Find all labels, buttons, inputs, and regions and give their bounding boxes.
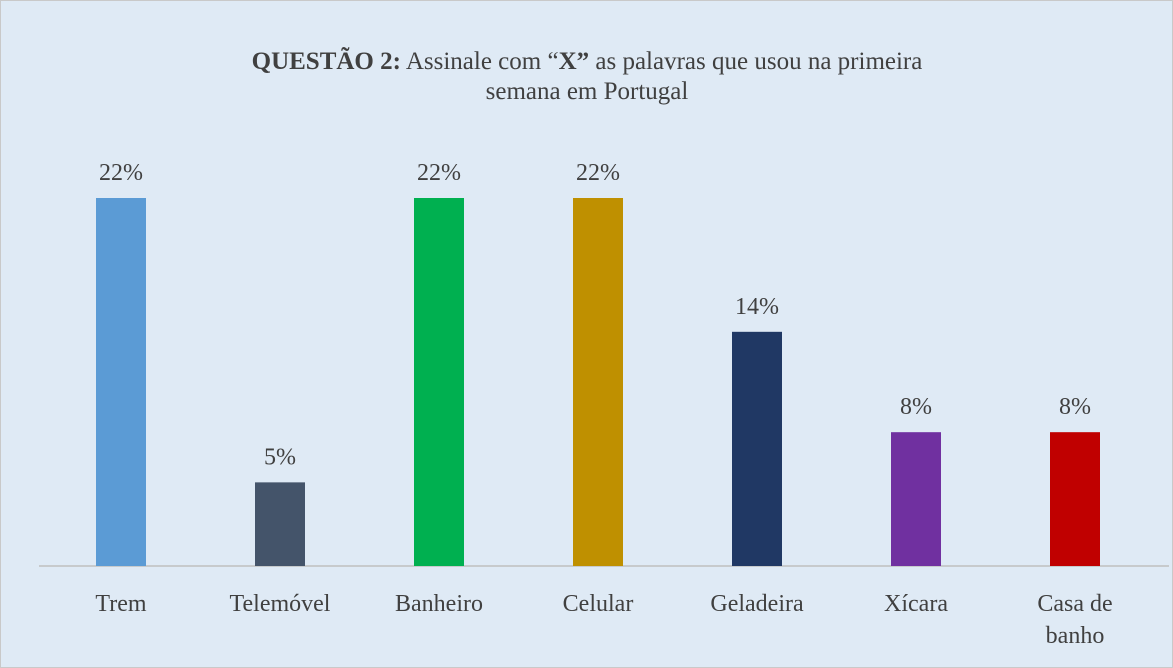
data-label: 22% xyxy=(417,160,461,186)
title-segment: QUESTÃO 2: xyxy=(252,47,401,75)
title-segment: as palavras que usou na primeira xyxy=(589,48,922,75)
bar xyxy=(414,198,464,566)
data-label: 22% xyxy=(576,160,620,186)
x-tick-label: Casa de banho xyxy=(1037,591,1113,649)
x-tick-label: Celular xyxy=(562,591,634,617)
bar xyxy=(732,331,782,566)
bar xyxy=(255,482,305,566)
bar xyxy=(96,198,146,566)
data-label: 8% xyxy=(900,394,932,420)
x-tick-label: Telemóvel xyxy=(229,591,331,617)
title-segment: Assinale com “ xyxy=(401,48,559,75)
data-label: 14% xyxy=(735,294,779,320)
chart-title: QUESTÃO 2: Assinale com “X” as palavras … xyxy=(252,47,923,105)
data-label: 22% xyxy=(99,160,143,186)
x-tick-label: Xícara xyxy=(884,591,948,617)
bar xyxy=(891,432,941,566)
data-label: 8% xyxy=(1059,394,1091,420)
title-segment: semana em Portugal xyxy=(486,78,689,105)
bar xyxy=(573,198,623,566)
title-segment: X” xyxy=(559,48,590,75)
x-tick-label: Geladeira xyxy=(710,591,804,617)
x-tick-label: Trem xyxy=(95,591,147,617)
data-label: 5% xyxy=(264,444,296,470)
bar xyxy=(1050,432,1100,566)
x-tick-label: Banheiro xyxy=(395,591,483,617)
